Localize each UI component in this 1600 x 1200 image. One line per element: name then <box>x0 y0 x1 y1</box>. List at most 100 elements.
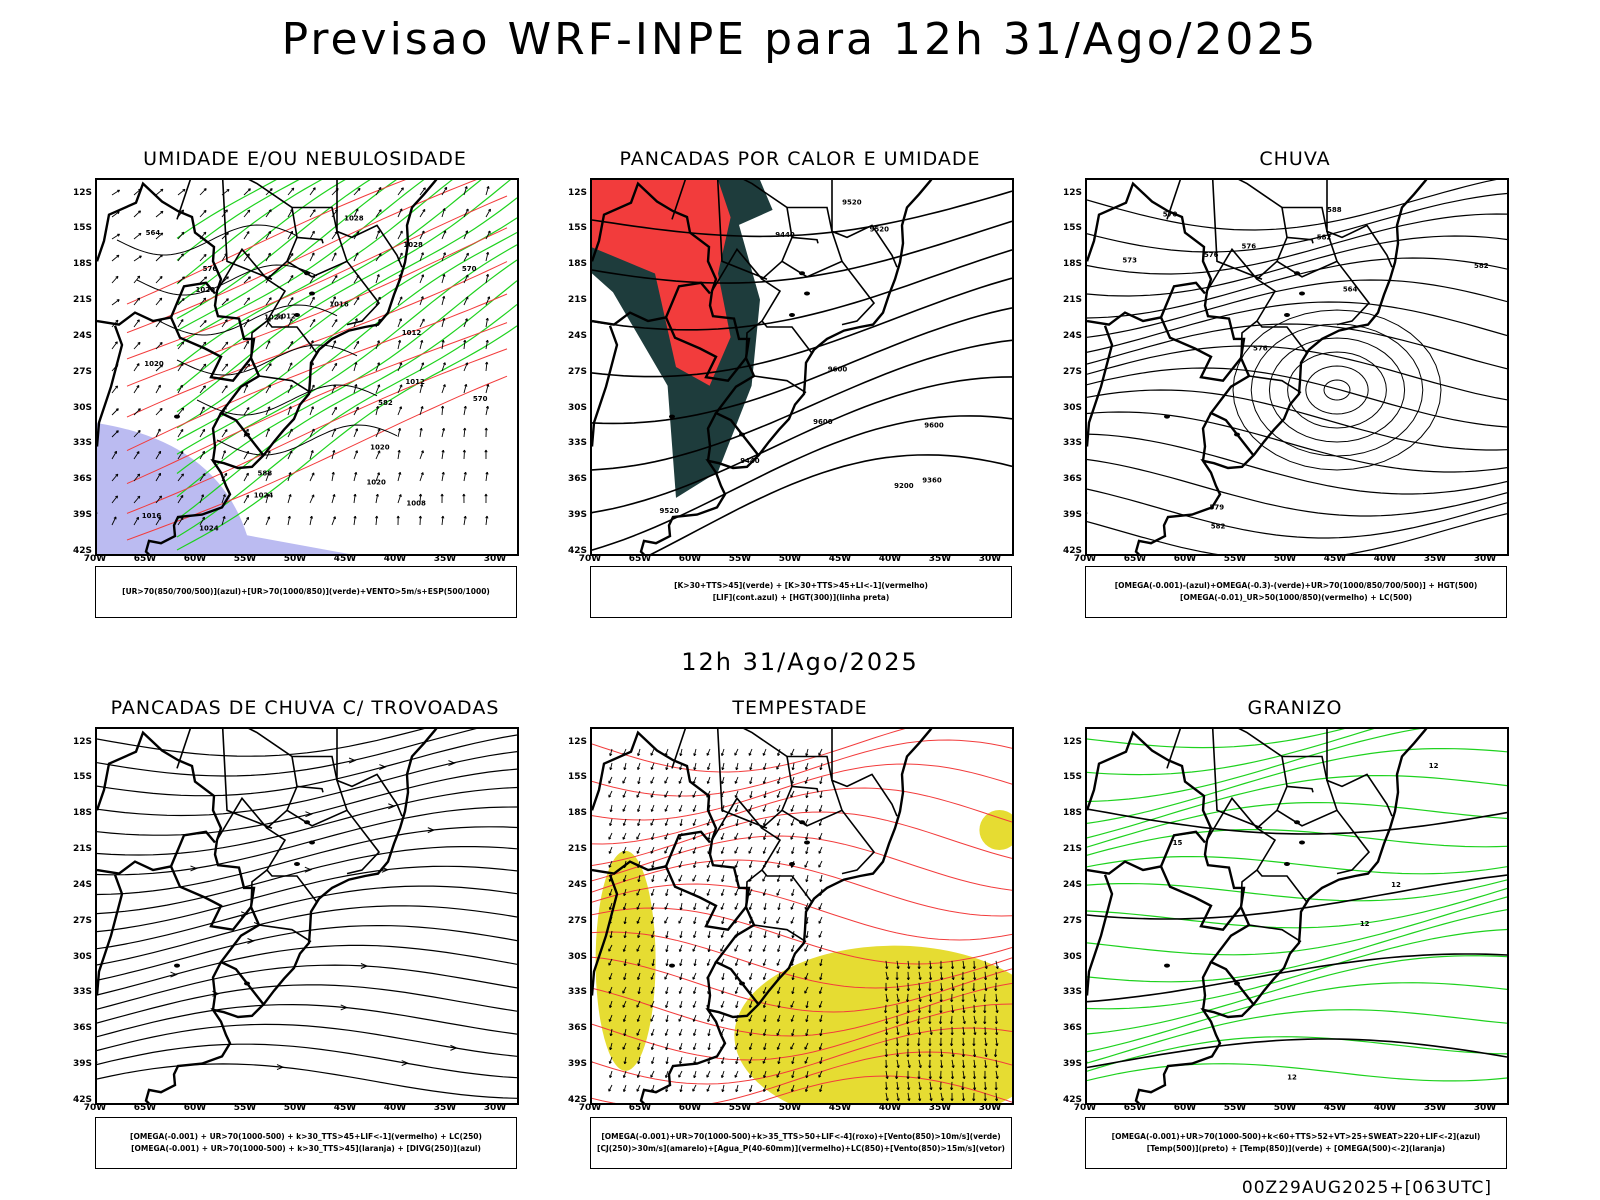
latitude-tick-label: 30S <box>72 951 92 962</box>
contour-label: 1028 <box>344 214 364 222</box>
latitude-tick-label: 36S <box>72 474 92 485</box>
contour-label: 570 <box>1163 210 1178 218</box>
latitude-tick-label: 36S <box>567 474 587 485</box>
latitude-tick-label: 39S <box>1062 510 1082 521</box>
longitude-tick-label: 50W <box>283 554 307 564</box>
map-graphics <box>592 729 1012 1103</box>
map-area: 582 588 582 576 579 573 570 576 564 576 582 <box>1085 178 1509 556</box>
latitude-tick-label: 15S <box>567 772 587 783</box>
longitude-tick-label: 45W <box>828 554 852 564</box>
latitude-tick-label: 24S <box>567 879 587 890</box>
contour-label: 582 <box>378 399 393 407</box>
contour-label: 1020 <box>370 444 390 452</box>
longitude-tick-label: 65W <box>133 554 157 564</box>
latitude-tick-label: 12S <box>1062 187 1082 198</box>
latitude-tick-label: 27S <box>72 366 92 377</box>
contour-label: 1024 <box>264 314 284 322</box>
latitude-tick-label: 33S <box>1062 987 1082 998</box>
contour-label: 9600 <box>813 418 833 426</box>
latitude-tick-label: 33S <box>72 438 92 449</box>
longitude-tick-label: 40W <box>1373 554 1397 564</box>
contour-label: 15 <box>1173 839 1183 847</box>
contour-label: 1020 <box>144 360 164 368</box>
longitude-tick-label: 50W <box>778 1103 802 1113</box>
contour-label: 1024 <box>254 491 274 499</box>
longitude-tick-label: 60W <box>678 554 702 564</box>
longitude-tick-label: 60W <box>183 1103 207 1113</box>
longitude-tick-label: 40W <box>878 1103 902 1113</box>
contour-label: 570 <box>473 395 488 403</box>
map-graphics: 1012 1020 1016 1008 1020 1024 1020 1024 1028 1012… <box>97 180 517 554</box>
longitude-tick-label: 45W <box>1323 1103 1347 1113</box>
map-panel-tempestade: TEMPESTADE 12S 15S 18S 21S 24S 27S 30S 33S 36S 39S… <box>550 697 1050 1169</box>
latitude-tick-label: 33S <box>567 987 587 998</box>
latitude-tick-label: 15S <box>72 223 92 234</box>
run-footer: 00Z29AUG2025+[063UTC] <box>1241 1178 1492 1198</box>
latitude-tick-label: 12S <box>72 736 92 747</box>
latitude-tick-label: 33S <box>72 987 92 998</box>
contour-label: 12 <box>1360 920 1370 928</box>
contour-label: 1012 <box>276 313 296 321</box>
longitude-tick-label: 50W <box>283 1103 307 1113</box>
latitude-tick-label: 42S <box>72 1095 92 1105</box>
latitude-tick-label: 30S <box>567 951 587 962</box>
longitude-tick-label: 55W <box>1223 554 1247 564</box>
longitude-tick-label: 70W <box>1073 1103 1097 1113</box>
contour-label: 1020 <box>195 286 215 294</box>
longitude-tick-label: 40W <box>383 554 407 564</box>
longitude-tick-label: 70W <box>83 1103 107 1113</box>
longitude-tick-label: 35W <box>928 1103 952 1113</box>
latitude-tick-label: 36S <box>72 1023 92 1034</box>
latitude-tick-label: 39S <box>567 510 587 521</box>
latitude-tick-label: 15S <box>72 772 92 783</box>
longitude-tick-label: 50W <box>1273 554 1297 564</box>
longitude-tick-label: 65W <box>628 554 652 564</box>
longitude-tick-label: 40W <box>383 1103 407 1113</box>
latitude-tick-label: 18S <box>1062 808 1082 819</box>
contour-label: 1012 <box>402 329 422 337</box>
latitude-tick-label: 30S <box>1062 951 1082 962</box>
contour-label: 9440 <box>775 231 795 239</box>
contour-label: 1024 <box>199 525 219 533</box>
contour-label: 9600 <box>828 365 848 373</box>
latitude-tick-label: 30S <box>1062 402 1082 413</box>
latitude-tick-label: 27S <box>567 915 587 926</box>
longitude-tick-label: 65W <box>628 1103 652 1113</box>
latitude-tick-label: 18S <box>1062 259 1082 270</box>
contour-label: 9360 <box>922 477 942 485</box>
legend-line: [OMEGA(-0.001)+UR>70(1000-500)+k<60+TTS>… <box>1111 1132 1481 1141</box>
legend-box: [OMEGA(-0.001)+UR>70(1000-500)+k<60+TTS>… <box>1085 1117 1507 1169</box>
latitude-tick-label: 18S <box>72 259 92 270</box>
map-area: 1012 1020 1016 1008 1020 1024 1020 1024 1028 1012… <box>95 178 519 556</box>
latitude-tick-label: 24S <box>72 879 92 890</box>
latitude-tick-label: 42S <box>72 546 92 556</box>
longitude-tick-label: 70W <box>578 1103 602 1113</box>
contour-label: 9520 <box>870 226 890 234</box>
panel-title: PANCADAS DE CHUVA C/ TROVOADAS <box>110 697 500 719</box>
longitude-tick-label: 35W <box>433 1103 457 1113</box>
contour-label: 582 <box>1317 233 1332 241</box>
longitude-tick-label: 30W <box>978 1103 1002 1113</box>
latitude-tick-label: 24S <box>1062 330 1082 341</box>
longitude-tick-label: 55W <box>728 554 752 564</box>
longitude-tick-label: 55W <box>233 554 257 564</box>
contour-label: 576 <box>1241 242 1256 250</box>
map-area: 9520 9600 9600 9600 9440 9520 9360 9520 9200 9440 <box>590 178 1014 556</box>
latitude-tick-label: 21S <box>72 295 92 306</box>
latitude-tick-label: 21S <box>567 844 587 855</box>
contour-label: 1012 <box>405 378 425 386</box>
longitude-tick-label: 45W <box>828 1103 852 1113</box>
map-panel-granizo: GRANIZO 12 12 12 15 12 12S 15S 18S 21S 24S 27S 30S 33… <box>1045 697 1545 1169</box>
contour-label: 582 <box>1474 262 1489 270</box>
longitude-tick-label: 65W <box>1123 1103 1147 1113</box>
contour-label: 9200 <box>894 482 914 490</box>
latitude-tick-label: 42S <box>567 1095 587 1105</box>
longitude-tick-label: 65W <box>1123 554 1147 564</box>
map-panel-pancadas-por-calor-e-umidade: PANCADAS POR CALOR E UMIDADE 9520 9600 9600… <box>550 148 1050 618</box>
longitude-tick-label: 30W <box>978 554 1002 564</box>
contour-label: 1016 <box>329 301 349 309</box>
contour-label: 588 <box>257 469 272 477</box>
contour-label: 1016 <box>142 512 162 520</box>
longitude-tick-label: 70W <box>1073 554 1097 564</box>
latitude-tick-label: 12S <box>72 187 92 198</box>
